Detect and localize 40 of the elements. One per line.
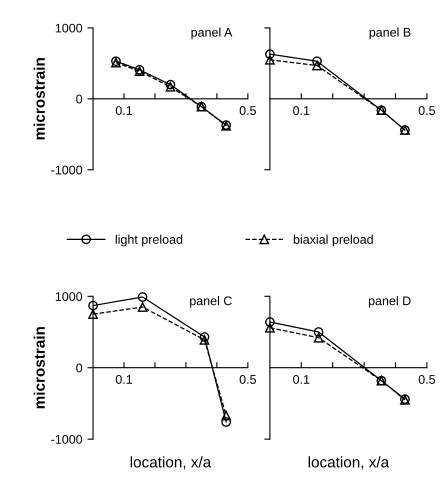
x-tick-label: 0.5 — [418, 375, 436, 384]
x-tick-label: 0.5 — [240, 375, 256, 384]
y-axis-title: microstrain — [34, 58, 45, 140]
point — [312, 60, 322, 70]
point — [265, 54, 275, 65]
x-axis-title: location, x/a — [130, 456, 212, 470]
point — [138, 292, 148, 302]
point — [138, 302, 148, 312]
point — [314, 327, 324, 337]
point — [200, 332, 210, 342]
x-tick-label: 0.5 — [418, 106, 436, 115]
y-tick-label: -1000 — [51, 434, 82, 444]
chart-title: panel C — [190, 296, 232, 308]
x-tick-label: 0.1 — [293, 375, 310, 384]
y-tick-label: 0 — [76, 364, 82, 372]
x-tick-label: 0.1 — [116, 375, 132, 384]
y-tick-label: 1000 — [56, 292, 82, 301]
point — [265, 317, 275, 327]
chart-title: panel A — [191, 28, 232, 40]
y-axis-title: microstrain — [34, 327, 45, 408]
point — [88, 309, 98, 320]
point — [265, 322, 275, 333]
chart-title: panel B — [370, 28, 411, 40]
legend-label: biaxial preload — [294, 234, 373, 246]
x-tick-label: 0.5 — [240, 106, 256, 115]
point — [200, 335, 210, 345]
point — [265, 49, 275, 60]
x-tick-label: 0.1 — [116, 106, 132, 115]
point — [221, 410, 232, 420]
x-axis-title: location, x/a — [308, 456, 390, 470]
y-tick-label: 1000 — [56, 24, 82, 33]
point — [221, 417, 232, 427]
x-tick-label: 0.1 — [293, 106, 310, 115]
y-tick-label: 0 — [76, 94, 82, 104]
point — [314, 332, 324, 343]
legend-label: light preload — [116, 234, 182, 246]
chart-title: panel D — [368, 296, 411, 308]
point — [88, 300, 98, 310]
y-tick-label: -1000 — [51, 166, 82, 174]
point — [312, 56, 322, 66]
